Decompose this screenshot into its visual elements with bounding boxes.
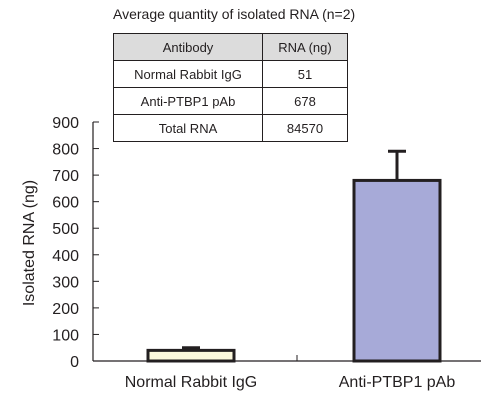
table-caption: Average quantity of isolated RNA (n=2) [113, 6, 356, 22]
x-category-label: Normal Rabbit IgG [125, 374, 258, 391]
y-tick-label: 900 [52, 115, 79, 132]
table-row: Total RNA 84570 [113, 114, 348, 142]
y-axis-title: Isolated RNA (ng) [21, 180, 38, 306]
bar [146, 348, 236, 363]
rna-summary-table: Antibody RNA (ng) Normal Rabbit IgG 51 A… [113, 33, 348, 142]
y-tick-label: 0 [70, 354, 79, 371]
table-row: Anti-PTBP1 pAb 678 [113, 87, 348, 115]
table-cell-rna: 678 [262, 87, 348, 115]
y-tick-label: 300 [52, 274, 79, 291]
y-tick-label: 600 [52, 195, 79, 212]
x-category-label: Anti-PTBP1 pAb [339, 374, 456, 391]
y-tick-label: 700 [52, 168, 79, 185]
table-header-row: Antibody RNA (ng) [113, 33, 348, 61]
x-axis-ticks: Normal Rabbit IgG Anti-PTBP1 pAb [125, 355, 456, 391]
y-tick-label: 800 [52, 142, 79, 159]
bar [352, 178, 442, 363]
y-tick-label: 500 [52, 221, 79, 238]
y-axis-ticks: 0 100 200 300 400 500 600 700 800 900 [52, 115, 99, 371]
table-cell-antibody: Total RNA [113, 114, 263, 142]
y-tick-label: 400 [52, 248, 79, 265]
table-cell-rna: 84570 [262, 114, 348, 142]
header-rna: RNA (ng) [262, 33, 348, 61]
y-tick-label: 100 [52, 327, 79, 344]
bars [146, 149, 442, 363]
table-cell-antibody: Normal Rabbit IgG [113, 60, 263, 88]
y-tick-label: 200 [52, 301, 79, 318]
table-row: Normal Rabbit IgG 51 [113, 60, 348, 88]
